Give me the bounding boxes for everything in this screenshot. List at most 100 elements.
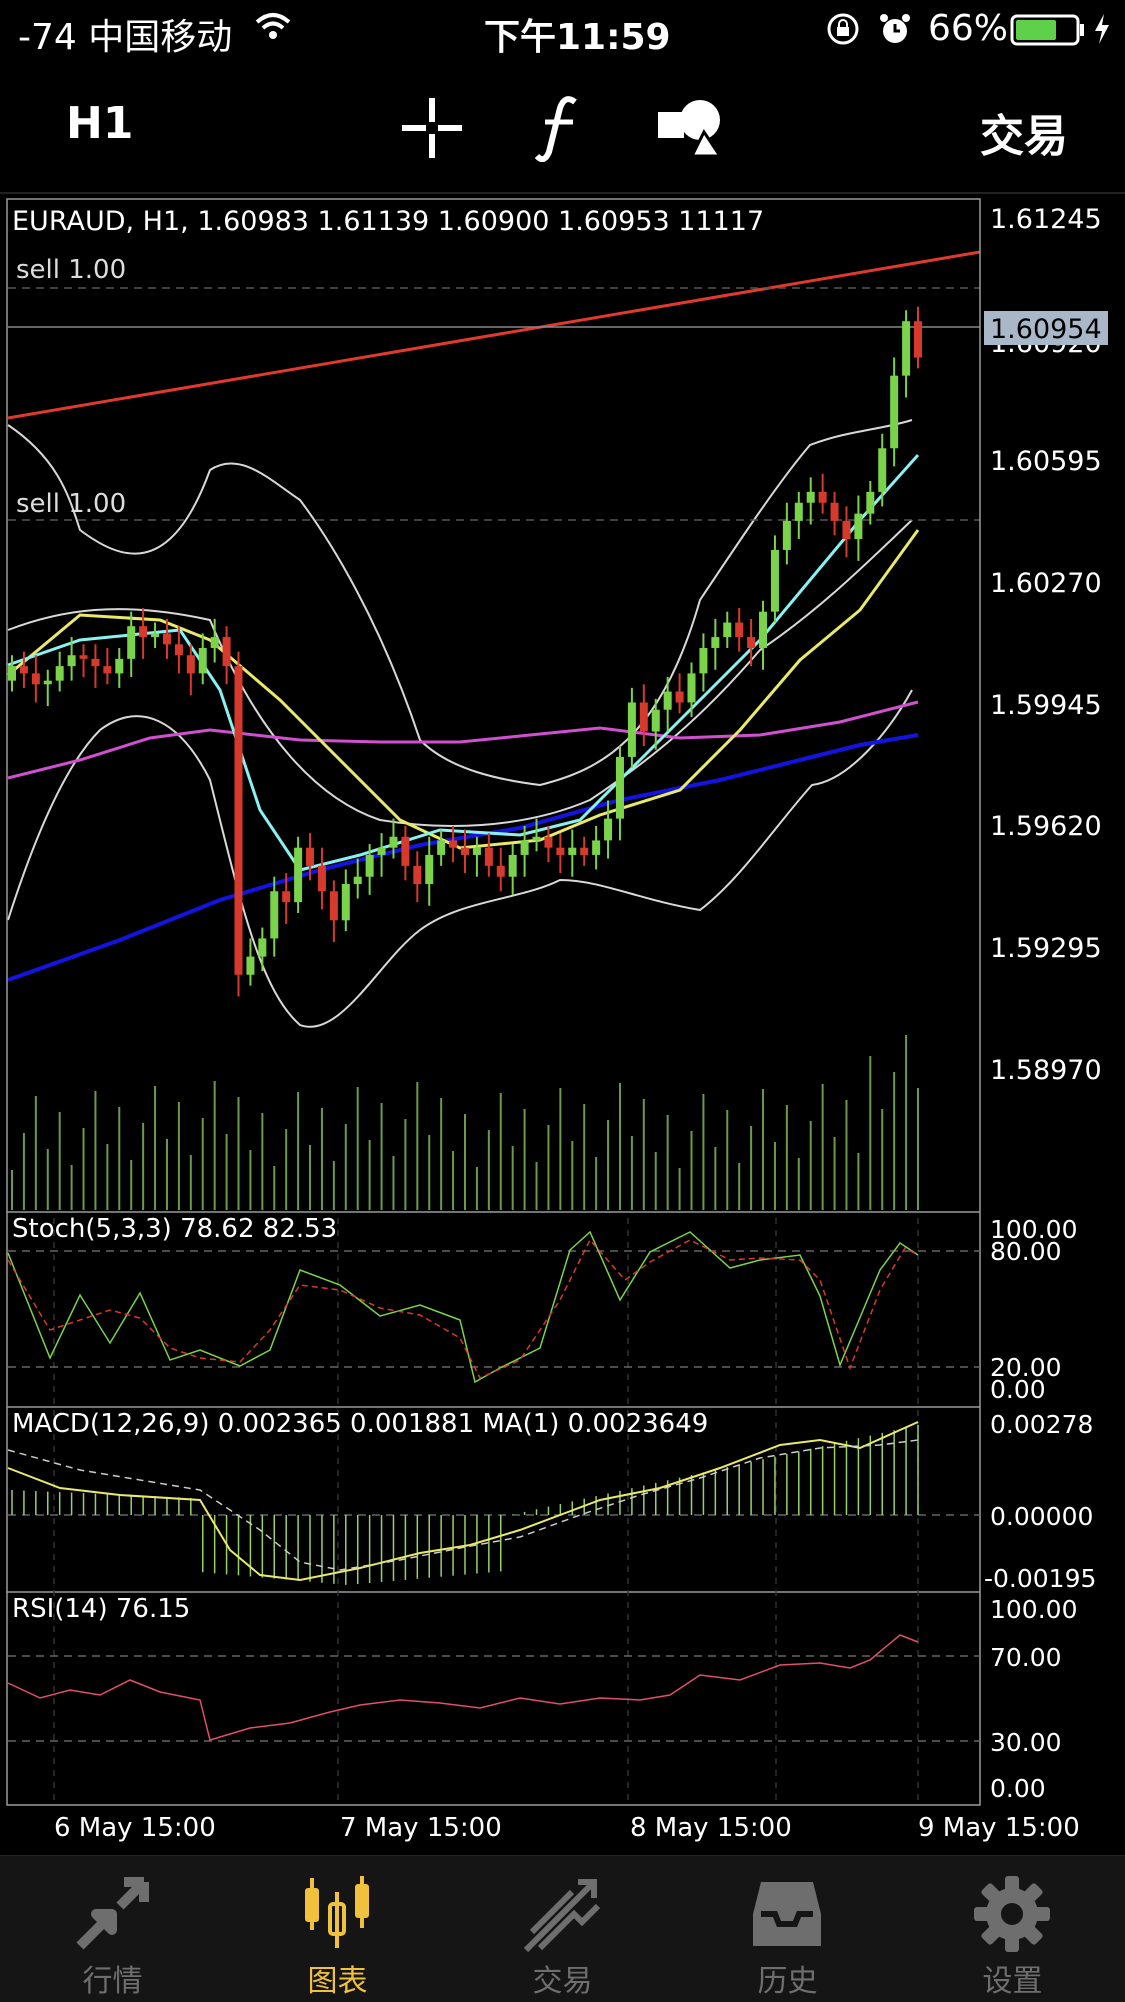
time-label: 9 May 15:00 xyxy=(918,1813,1080,1843)
candle-body xyxy=(79,655,88,659)
candle-body xyxy=(317,865,326,892)
tab-label: 设置 xyxy=(982,1964,1043,1999)
tab-label: 行情 xyxy=(82,1964,143,1999)
tab-charts[interactable]: 图表 xyxy=(225,1856,450,2002)
candle-body xyxy=(711,637,720,648)
stoch-pane xyxy=(7,1230,980,1384)
candle-body xyxy=(401,836,410,866)
candle-body xyxy=(735,622,744,638)
ma-magenta-line xyxy=(7,700,919,780)
candle-body xyxy=(878,448,887,492)
candle-body xyxy=(461,847,469,855)
candle-body xyxy=(210,637,219,648)
candle-body xyxy=(568,847,577,855)
candle-body xyxy=(615,756,624,819)
stoch-tick: 20.00 xyxy=(990,1353,1062,1382)
stoch-header: Stoch(5,3,3) 78.62 82.53 xyxy=(12,1214,337,1244)
candlestick-chart-icon xyxy=(305,1876,369,1948)
ma-cyan-line xyxy=(7,454,920,872)
rsi-line xyxy=(7,1634,919,1741)
function-icon[interactable] xyxy=(534,94,583,166)
macd-header: MACD(12,26,9) 0.002365 0.001881 MA(1) 0.… xyxy=(12,1409,708,1439)
candle-body xyxy=(341,883,350,921)
ma-yellow-line xyxy=(7,529,920,850)
candle-body xyxy=(914,321,922,358)
time-label: 7 May 15:00 xyxy=(340,1813,502,1843)
candle-body xyxy=(103,666,112,674)
macd-tick: 0.00000 xyxy=(990,1502,1093,1531)
stoch-signal-line xyxy=(7,1238,919,1379)
candle-body xyxy=(258,938,267,957)
chart-toolbar: H1 交易 xyxy=(0,62,1125,194)
tab-label: 历史 xyxy=(757,1964,818,1999)
trade-button[interactable]: 交易 xyxy=(980,111,1068,162)
candle-body xyxy=(782,520,791,550)
candle-body xyxy=(890,375,899,449)
candle-body xyxy=(508,854,517,877)
macd-tick: 0.00278 xyxy=(990,1410,1093,1439)
ma-blue-line xyxy=(7,733,919,982)
chart-area[interactable]: EURAUD, H1, 1.60983 1.61139 1.60900 1.60… xyxy=(0,192,1125,1855)
tab-trade[interactable]: 交易 xyxy=(450,1856,675,2002)
candle-body xyxy=(389,836,398,848)
candle-body xyxy=(43,680,52,685)
signal-carrier: -74 中国移动 xyxy=(18,17,233,58)
candle-body xyxy=(747,637,756,648)
candle-body xyxy=(794,502,803,521)
crosshair-icon[interactable] xyxy=(400,96,464,164)
candle-body xyxy=(770,549,779,612)
volume-bars xyxy=(11,1035,919,1210)
candle-body xyxy=(294,847,303,903)
candle-body xyxy=(365,854,374,877)
candle-body xyxy=(687,673,696,703)
candle-body xyxy=(127,626,136,659)
candle-body xyxy=(19,666,28,674)
candle-body xyxy=(234,666,243,975)
tab-label: 图表 xyxy=(307,1964,368,1999)
candle-body xyxy=(162,633,171,645)
price-tick: 1.58970 xyxy=(990,1055,1102,1086)
price-tick: 1.59945 xyxy=(990,690,1102,721)
candle-body xyxy=(759,611,768,648)
candle-body xyxy=(55,666,64,681)
tab-settings[interactable]: 设置 xyxy=(900,1856,1125,2002)
candle-body xyxy=(723,622,732,638)
candle-body xyxy=(520,840,529,855)
tab-history[interactable]: 历史 xyxy=(675,1856,900,2002)
timeframe-button[interactable]: H1 xyxy=(66,98,134,149)
macd-tick: -0.00195 xyxy=(984,1564,1096,1593)
candle-body xyxy=(115,658,124,674)
rsi-tick: 100.00 xyxy=(990,1595,1077,1624)
candle-body xyxy=(818,491,827,503)
candle-body xyxy=(67,655,76,667)
tab-label: 交易 xyxy=(532,1964,593,1999)
candle-body xyxy=(91,658,100,667)
price-tick: 1.60595 xyxy=(990,446,1102,477)
quotes-arrows-icon xyxy=(76,1877,149,1950)
tab-quotes[interactable]: 行情 xyxy=(0,1856,225,2002)
rsi-tick: 30.00 xyxy=(990,1728,1062,1757)
candle-body xyxy=(377,847,386,855)
main-chart-header: EURAUD, H1, 1.60983 1.61139 1.60900 1.60… xyxy=(12,206,764,237)
price-tick: 1.61245 xyxy=(990,204,1102,235)
bottom-tab-bar: 行情 图表 交易 历史 设置 xyxy=(0,1855,1125,2002)
candle-body xyxy=(174,644,183,656)
candle-body xyxy=(31,673,40,685)
candle-body xyxy=(627,702,636,757)
rsi-header: RSI(14) 76.15 xyxy=(12,1594,190,1624)
rsi-axis: 100.00 70.00 30.00 0.00 xyxy=(990,1595,1077,1803)
candle-body xyxy=(604,818,613,841)
rsi-tick: 70.00 xyxy=(990,1643,1062,1672)
objects-icon[interactable] xyxy=(656,98,723,162)
candle-body xyxy=(854,513,863,540)
candle-body xyxy=(139,626,148,638)
candle-body xyxy=(222,637,231,667)
trend-line[interactable] xyxy=(7,250,981,420)
price-tick: 1.60270 xyxy=(990,568,1102,599)
clock-time: 下午11:59 xyxy=(484,17,671,58)
candle-body xyxy=(675,691,684,703)
main-chart-frame xyxy=(6,198,981,1806)
stoch-axis: 100.00 80.00 20.00 0.00 xyxy=(990,1215,1077,1404)
stoch-tick: 0.00 xyxy=(990,1375,1046,1404)
candle-body xyxy=(663,691,672,710)
